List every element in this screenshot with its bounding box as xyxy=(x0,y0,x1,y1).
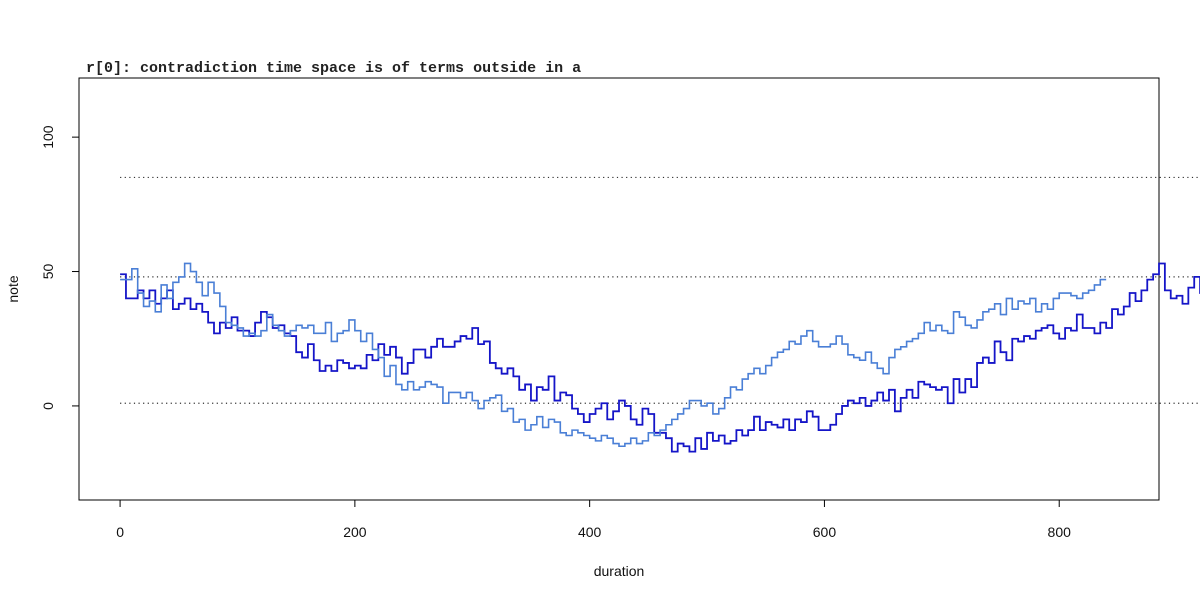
x-tick-label: 400 xyxy=(578,524,602,540)
x-axis-title: duration xyxy=(594,563,645,579)
x-tick-label: 600 xyxy=(813,524,837,540)
x-tick-label: 800 xyxy=(1048,524,1072,540)
y-tick-label: 50 xyxy=(40,264,56,280)
y-axis: 0 50 100 xyxy=(40,125,80,410)
chart-title: r[0]: contradiction time space is of ter… xyxy=(86,60,581,77)
x-tick-label: 0 xyxy=(116,524,124,540)
series-line-1 xyxy=(120,262,1200,453)
x-tick-label: 200 xyxy=(343,524,367,540)
y-tick-label: 100 xyxy=(40,125,56,149)
x-axis: 0 200 400 600 800 xyxy=(116,499,1072,540)
y-tick-label: 0 xyxy=(40,402,56,410)
plot-frame xyxy=(78,77,1160,501)
series-line-2 xyxy=(120,262,1107,448)
y-axis-title: note xyxy=(5,275,21,302)
series-group xyxy=(120,262,1200,453)
reference-lines xyxy=(120,176,1200,404)
